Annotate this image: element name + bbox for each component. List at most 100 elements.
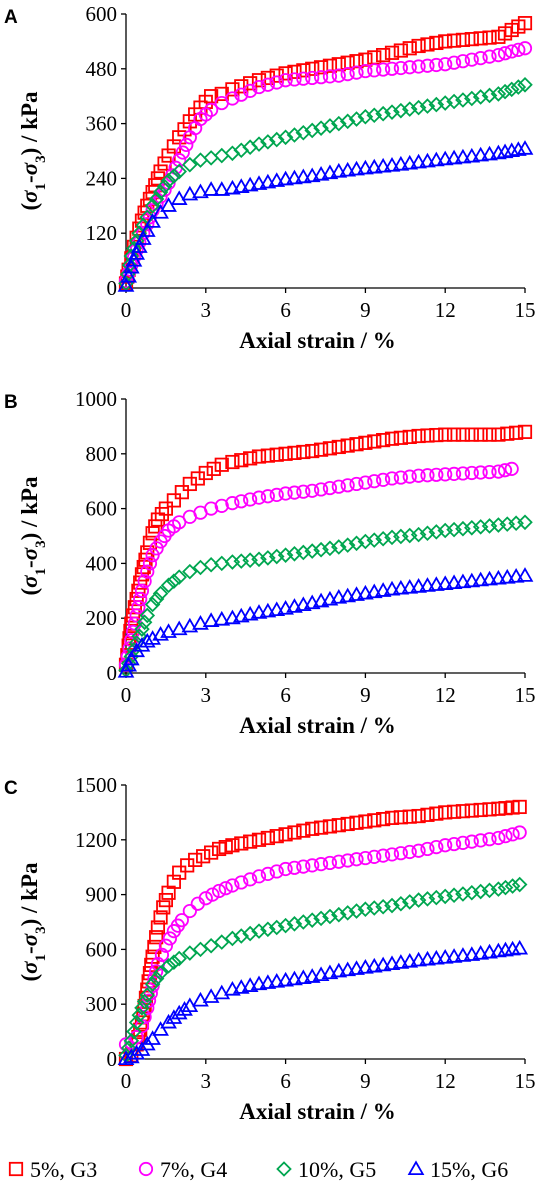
data-point — [331, 818, 346, 833]
data-point — [349, 852, 364, 867]
y-tick-label: 1200 — [75, 828, 117, 852]
data-point — [330, 589, 348, 604]
data-point — [286, 169, 303, 185]
data-point — [202, 181, 220, 196]
data-point — [144, 596, 161, 613]
data-point — [305, 483, 320, 498]
data-point — [204, 102, 219, 118]
data-point — [497, 83, 513, 100]
data-point — [305, 443, 320, 459]
data-point — [481, 570, 498, 586]
data-point — [491, 427, 506, 442]
data-point — [401, 527, 418, 544]
data-point — [410, 99, 427, 116]
data-point — [393, 846, 408, 861]
data-point — [365, 158, 383, 174]
data-point — [287, 72, 302, 87]
y-axis-title: (σ1-σ3) / kPa — [17, 91, 49, 211]
data-point — [429, 840, 444, 855]
data-point — [170, 620, 188, 636]
y-tick-label: 600 — [86, 497, 118, 521]
data-point — [340, 816, 355, 832]
data-point — [446, 55, 462, 70]
data-point — [420, 37, 435, 52]
data-point — [402, 60, 417, 75]
data-point — [303, 167, 321, 183]
data-point — [277, 971, 294, 987]
data-point — [331, 854, 346, 869]
data-point — [339, 961, 357, 977]
data-point — [225, 91, 240, 106]
data-point — [234, 453, 249, 468]
data-point — [205, 887, 220, 902]
data-point — [149, 964, 164, 979]
data-point — [234, 87, 249, 102]
y-tick-label: 900 — [86, 883, 118, 907]
data-point — [166, 493, 181, 508]
data-point — [348, 903, 365, 919]
data-point — [340, 853, 355, 868]
data-point — [420, 428, 435, 443]
data-point — [296, 859, 311, 874]
data-point — [137, 574, 152, 589]
data-point — [192, 991, 209, 1007]
data-point — [383, 580, 401, 596]
data-point — [446, 466, 462, 481]
data-point — [504, 878, 521, 894]
data-point — [268, 601, 286, 616]
data-point — [313, 120, 329, 136]
data-point — [392, 579, 410, 595]
data-point — [497, 463, 513, 478]
data-point — [438, 467, 453, 482]
data-point — [206, 461, 221, 476]
data-point — [454, 148, 472, 164]
data-point — [154, 947, 170, 962]
data-point — [499, 516, 516, 532]
data-point — [481, 518, 498, 534]
data-point — [243, 834, 258, 849]
data-point — [156, 900, 171, 915]
x-tick-label: 6 — [280, 683, 291, 707]
data-point — [454, 947, 472, 962]
data-point — [498, 568, 516, 584]
data-point — [331, 115, 347, 132]
data-point — [376, 48, 391, 63]
data-point — [123, 1032, 140, 1049]
data-point — [481, 87, 498, 104]
data-point — [305, 61, 320, 76]
data-point — [490, 881, 507, 897]
data-point — [120, 267, 138, 283]
data-point — [213, 934, 230, 950]
data-point — [204, 501, 219, 516]
data-point — [162, 931, 177, 946]
data-point — [429, 806, 444, 821]
data-point — [339, 537, 356, 553]
data-point — [367, 813, 382, 828]
data-point — [384, 61, 400, 76]
data-point — [260, 448, 275, 463]
data-point — [358, 435, 373, 450]
x-tick-label: 12 — [435, 1069, 456, 1093]
data-point — [153, 189, 168, 204]
data-point — [243, 83, 258, 98]
data-point — [295, 914, 312, 930]
data-point — [313, 60, 329, 75]
data-point — [339, 905, 356, 921]
data-point — [446, 836, 462, 852]
data-point — [251, 869, 267, 884]
data-point — [507, 568, 525, 583]
data-point — [410, 951, 427, 967]
data-point — [149, 541, 164, 556]
data-point — [490, 569, 507, 585]
data-point — [340, 478, 355, 493]
data-point — [455, 804, 471, 819]
data-point — [376, 848, 391, 863]
data-point — [358, 475, 373, 490]
series-3 — [118, 77, 533, 292]
data-point — [464, 834, 479, 849]
data-point — [160, 172, 177, 189]
data-point — [304, 122, 320, 139]
data-point — [296, 71, 311, 86]
data-point — [331, 539, 347, 555]
